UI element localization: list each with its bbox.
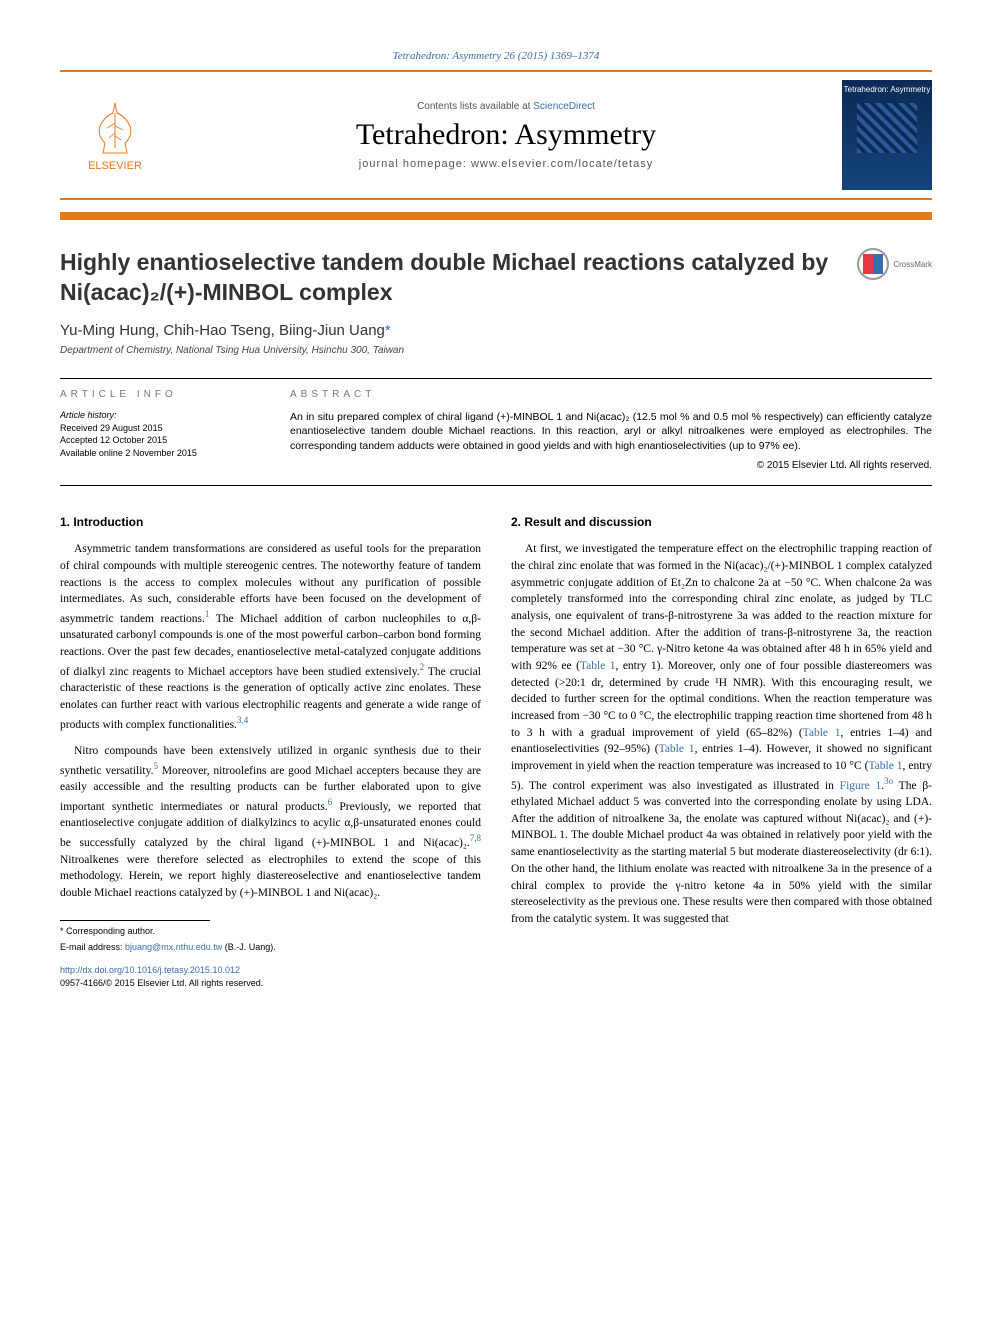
table-1-link-d[interactable]: Table 1 <box>868 760 902 772</box>
doi-link[interactable]: http://dx.doi.org/10.1016/j.tetasy.2015.… <box>60 964 481 977</box>
corr-email[interactable]: bjuang@mx.nthu.edu.tw <box>125 942 222 952</box>
left-column: 1. Introduction Asymmetric tandem transf… <box>60 514 481 990</box>
journal-homepage: journal homepage: www.elsevier.com/locat… <box>170 158 842 170</box>
abstract-copyright: © 2015 Elsevier Ltd. All rights reserved… <box>290 460 932 471</box>
article-info-heading: article info <box>60 389 250 400</box>
crossmark-badge[interactable]: CrossMark <box>857 248 932 280</box>
corr-author-note: * Corresponding author. <box>60 925 481 938</box>
authors-line: Yu-Ming Hung, Chih-Hao Tseng, Biing-Jiun… <box>60 322 932 339</box>
footnote-separator <box>60 920 210 921</box>
journal-title: Tetrahedron: Asymmetry <box>170 118 842 152</box>
email-label: E-mail address: <box>60 942 125 952</box>
body-columns: 1. Introduction Asymmetric tandem transf… <box>60 514 932 990</box>
results-heading: 2. Result and discussion <box>511 514 932 531</box>
right-column: 2. Result and discussion At first, we in… <box>511 514 932 990</box>
email-line: E-mail address: bjuang@mx.nthu.edu.tw (B… <box>60 941 481 954</box>
intro-heading: 1. Introduction <box>60 514 481 531</box>
doi-block: http://dx.doi.org/10.1016/j.tetasy.2015.… <box>60 964 481 990</box>
abstract-heading: abstract <box>290 389 932 400</box>
authors: Yu-Ming Hung, Chih-Hao Tseng, Biing-Jiun… <box>60 322 385 339</box>
article-title: Highly enantioselective tandem double Mi… <box>60 248 845 308</box>
article-info-col: article info Article history: Received 2… <box>60 389 270 471</box>
online-date: Available online 2 November 2015 <box>60 447 250 460</box>
ref-7-8[interactable]: 7,8 <box>470 833 481 843</box>
history-heading: Article history: <box>60 410 250 420</box>
elsevier-tree-icon <box>85 98 145 158</box>
masthead: ELSEVIER Contents lists available at Sci… <box>60 70 932 200</box>
cover-label: Tetrahedron: Asymmetry <box>844 86 931 95</box>
table-1-link-b[interactable]: Table 1 <box>803 727 841 739</box>
issn-copyright: 0957-4166/© 2015 Elsevier Ltd. All right… <box>60 977 481 990</box>
accepted-date: Accepted 12 October 2015 <box>60 434 250 447</box>
crossmark-icon <box>857 248 889 280</box>
received-date: Received 29 August 2015 <box>60 422 250 435</box>
abstract-text: An in situ prepared complex of chiral li… <box>290 410 932 454</box>
table-1-link-c[interactable]: Table 1 <box>659 743 695 755</box>
table-1-link-a[interactable]: Table 1 <box>580 660 616 672</box>
accent-bar <box>60 212 932 220</box>
info-abstract-block: article info Article history: Received 2… <box>60 378 932 486</box>
ref-3o[interactable]: 3o <box>884 776 893 786</box>
publisher-name: ELSEVIER <box>88 160 142 172</box>
homepage-prefix: journal homepage: <box>359 158 471 170</box>
abstract-col: abstract An in situ prepared complex of … <box>270 389 932 471</box>
publisher-logo-block: ELSEVIER <box>60 98 170 172</box>
affiliation: Department of Chemistry, National Tsing … <box>60 345 932 356</box>
journal-cover-thumb: Tetrahedron: Asymmetry <box>842 80 932 190</box>
results-para-1: At first, we investigated the temperatur… <box>511 541 932 927</box>
citation-line: Tetrahedron: Asymmetry 26 (2015) 1369–13… <box>60 50 932 62</box>
crossmark-label: CrossMark <box>893 260 932 269</box>
contents-prefix: Contents lists available at <box>417 101 533 112</box>
corr-marker: * <box>385 322 391 339</box>
intro-para-2: Nitro compounds have been extensively ut… <box>60 743 481 902</box>
email-suffix: (B.-J. Uang). <box>222 942 276 952</box>
intro-para-1: Asymmetric tandem transformations are co… <box>60 541 481 733</box>
contents-line: Contents lists available at ScienceDirec… <box>170 101 842 112</box>
homepage-url[interactable]: www.elsevier.com/locate/tetasy <box>471 158 653 170</box>
cover-art-icon <box>857 103 917 153</box>
ref-3-4[interactable]: 3,4 <box>237 715 248 725</box>
sciencedirect-link[interactable]: ScienceDirect <box>533 101 595 112</box>
figure-1-link[interactable]: Figure 1 <box>840 779 882 791</box>
